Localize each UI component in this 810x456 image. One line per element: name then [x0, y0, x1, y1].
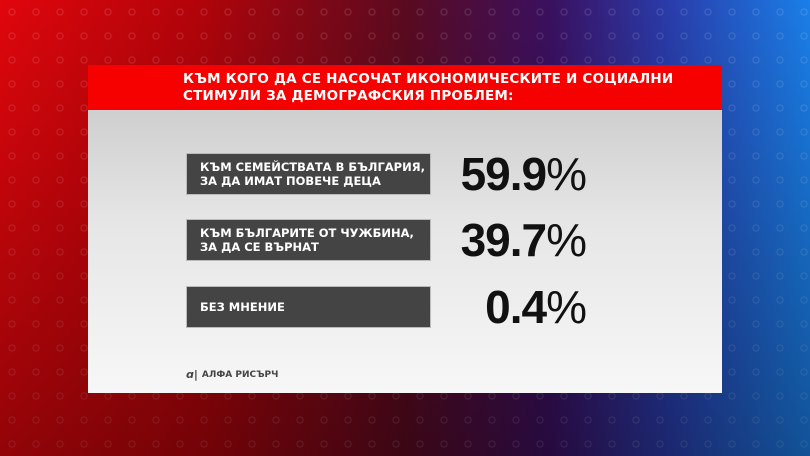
label-line: КЪМ БЪЛГАРИТЕ ОТ ЧУЖБИНА, — [200, 226, 414, 240]
alpha-logo-icon: ɑ| — [186, 368, 198, 381]
result-row: КЪМ БЪЛГАРИТЕ ОТ ЧУЖБИНА, ЗА ДА СЕ ВЪРНА… — [186, 214, 587, 266]
result-value: 59.9% — [460, 147, 587, 201]
result-label: КЪМ БЪЛГАРИТЕ ОТ ЧУЖБИНА, ЗА ДА СЕ ВЪРНА… — [186, 219, 431, 261]
result-label: БЕЗ МНЕНИЕ — [186, 286, 431, 328]
poll-panel: КЪМ КОГО ДА СЕ НАСОЧАТ ИКОНОМИЧЕСКИТЕ И … — [88, 65, 722, 393]
value-unit: % — [546, 148, 587, 200]
value-number: 59.9 — [460, 148, 548, 200]
label-line: ЗА ДА ИМАТ ПОВЕЧЕ ДЕЦА — [200, 174, 381, 188]
result-row: КЪМ СЕМЕЙСТВАТА В БЪЛГАРИЯ, ЗА ДА ИМАТ П… — [186, 148, 587, 200]
label-line: ЗА ДА СЕ ВЪРНАТ — [200, 240, 319, 254]
value-unit: % — [546, 214, 587, 266]
value-number: 39.7 — [460, 214, 548, 266]
result-label: КЪМ СЕМЕЙСТВАТА В БЪЛГАРИЯ, ЗА ДА ИМАТ П… — [186, 153, 431, 195]
title-line: КЪМ КОГО ДА СЕ НАСОЧАТ ИКОНОМИЧЕСКИТЕ И … — [183, 71, 674, 87]
poll-title: КЪМ КОГО ДА СЕ НАСОЧАТ ИКОНОМИЧЕСКИТЕ И … — [88, 65, 722, 110]
label-line: КЪМ СЕМЕЙСТВАТА В БЪЛГАРИЯ, — [200, 160, 425, 174]
label-line: БЕЗ МНЕНИЕ — [200, 300, 285, 314]
value-unit: % — [546, 281, 587, 333]
source-logo: ɑ| АЛФА РИСЪРЧ — [186, 368, 278, 381]
results-area: КЪМ СЕМЕЙСТВАТА В БЪЛГАРИЯ, ЗА ДА ИМАТ П… — [88, 110, 722, 393]
value-number: 0.4 — [485, 281, 547, 333]
result-row: БЕЗ МНЕНИЕ 0.4% — [186, 281, 587, 333]
title-line: СТИМУЛИ ЗА ДЕМОГРАФСКИЯ ПРОБЛЕМ: — [183, 88, 514, 104]
source-text: АЛФА РИСЪРЧ — [201, 369, 279, 380]
result-value: 0.4% — [485, 280, 587, 334]
result-value: 39.7% — [460, 213, 587, 267]
